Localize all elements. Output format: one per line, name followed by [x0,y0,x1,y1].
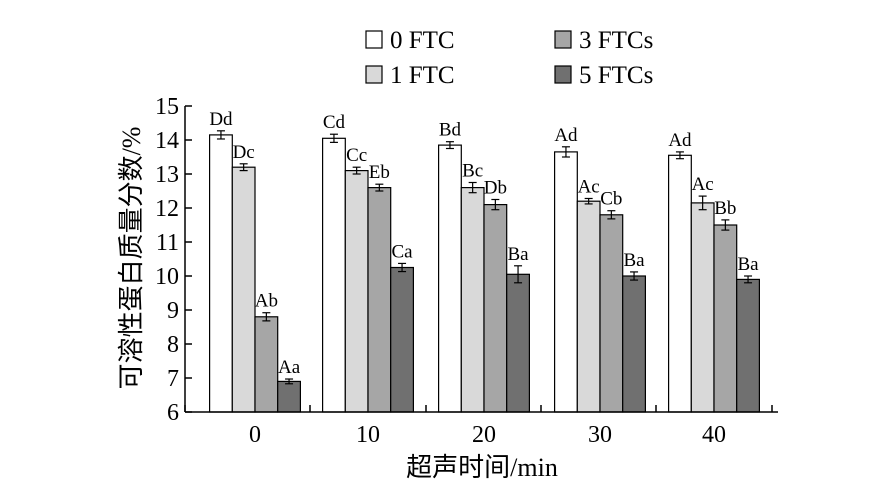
bar-label: Bd [439,120,462,141]
y-tick-label: 6 [167,400,179,426]
bar [622,275,647,413]
x-axis-title: 超声时间/min [406,453,558,482]
bar [690,202,715,413]
y-tick-label: 11 [156,230,179,256]
bar-label: Ab [255,291,278,312]
x-tick-label: 10 [356,422,380,448]
bar [277,380,302,413]
bar-label: Aa [278,357,301,378]
legend-label: 5 FTCs [579,62,653,89]
bar-label: Db [484,178,507,199]
bar-label: Dd [209,109,233,130]
bar [736,278,761,413]
bar [713,224,738,413]
bar-label: Ac [692,174,714,195]
bar-label: Cc [346,145,367,166]
legend: 0 FTC 1 FTC 3 FTCs 5 FTCs [365,27,653,89]
y-tick-label: 10 [155,264,179,290]
bar [322,137,346,413]
bar-label: Bb [714,198,736,219]
bar [553,151,578,413]
bar-label: Ad [668,130,692,151]
bar [367,187,392,413]
bar-labels: Dd Cd Bd Ad Ad Dc Cc Bc Ac Ac Ab Eb Db Cb Bb Aa Ca Ba Ba Ba [209,109,759,378]
y-tick-label: 14 [155,128,179,154]
bar [667,154,692,413]
bar [231,166,256,413]
y-tick-label: 8 [167,332,179,358]
legend-swatch [554,65,572,84]
bar [506,273,531,413]
legend-swatch [365,30,383,49]
x-tick-label: 0 [249,422,261,448]
legend-swatch [365,65,383,84]
bar [209,134,233,413]
y-axis-title: 可溶性蛋白质量分数/% [117,127,146,390]
bar [344,170,369,413]
bar [576,200,601,413]
bar [460,187,485,413]
bar [254,316,279,413]
y-tick-label: 12 [155,196,179,222]
bar-label: Ba [737,254,759,275]
y-tick-label: 9 [167,298,179,324]
legend-swatch [554,30,572,49]
y-tick-label: 15 [155,94,179,120]
x-tick-label: 30 [588,422,612,448]
bar [390,266,415,413]
bar [438,144,462,413]
x-tick-label: 40 [702,422,726,448]
bar-label: Cb [600,189,622,210]
bar-label: Ac [578,176,600,197]
legend-label: 1 FTC [390,62,455,89]
legend-label: 0 FTC [390,27,455,54]
y-tick-label: 7 [167,366,179,392]
bar-label: Dc [233,142,255,163]
bar-label: Bc [462,161,483,182]
bar-label: Cd [323,112,346,133]
bar-label: Ca [391,241,413,262]
bar-label: Eb [369,162,390,183]
bars [209,130,761,413]
bar-label: Ba [623,250,645,271]
legend-label: 3 FTCs [579,27,653,54]
y-tick-label: 13 [155,162,179,188]
axes: 6 7 8 9 10 11 12 13 14 15 0 10 20 30 40 [155,94,778,448]
bar-label: Ba [507,244,529,265]
x-tick-label: 20 [472,422,496,448]
bar [483,204,508,413]
bar-label: Ad [554,125,578,146]
bar [599,214,624,413]
